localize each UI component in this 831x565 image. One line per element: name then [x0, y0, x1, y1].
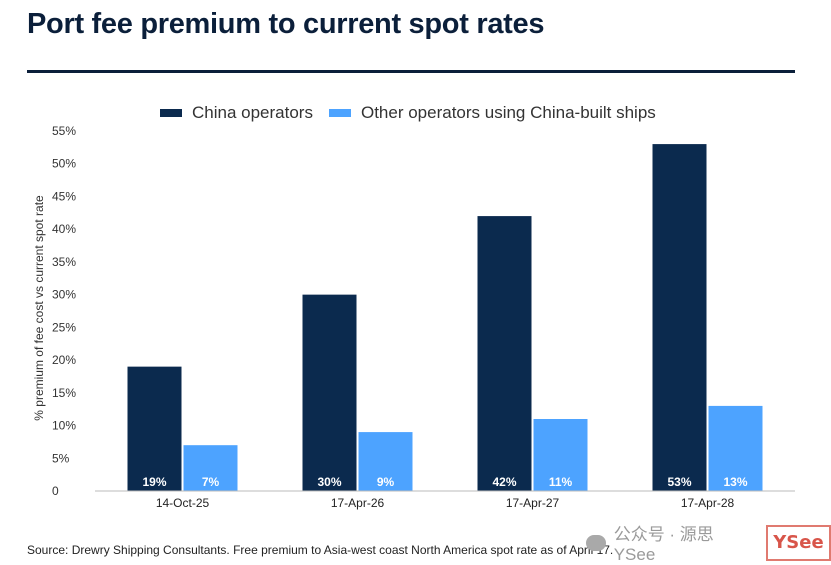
bar — [358, 432, 413, 491]
title-divider — [27, 70, 795, 73]
bar — [652, 144, 707, 491]
y-tick-label: 0 — [52, 484, 59, 498]
y-tick-label: 40% — [52, 222, 76, 236]
y-tick-label: 5% — [52, 451, 70, 465]
legend: China operators Other operators using Ch… — [160, 103, 672, 123]
y-tick-label: 15% — [52, 386, 76, 400]
y-tick-label: 50% — [52, 157, 76, 171]
y-tick-label: 10% — [52, 419, 76, 433]
y-tick-label: 30% — [52, 288, 76, 302]
chart-title: Port fee premium to current spot rates — [27, 8, 545, 40]
bar-value-label: 9% — [377, 475, 395, 489]
x-tick-label: 17-Apr-26 — [331, 496, 385, 510]
bar — [477, 216, 532, 491]
bar-value-label: 13% — [723, 475, 747, 489]
y-tick-label: 55% — [52, 124, 76, 138]
watermark: 公众号 · 源思 YSee YSee — [586, 520, 831, 565]
legend-swatch-other — [328, 109, 351, 117]
legend-swatch-china — [160, 109, 182, 117]
bar-value-label: 42% — [492, 475, 516, 489]
bar-value-label: 11% — [549, 475, 573, 489]
legend-item-china: China operators — [160, 103, 313, 123]
y-tick-label: 25% — [52, 320, 76, 334]
bar — [708, 405, 763, 491]
legend-label-china: China operators — [192, 103, 313, 122]
y-tick-label: 45% — [52, 189, 76, 203]
bar-value-label: 7% — [202, 475, 220, 489]
x-tick-label: 17-Apr-28 — [681, 496, 735, 510]
bar — [302, 294, 357, 491]
bar — [183, 445, 238, 491]
bar — [533, 419, 588, 491]
wechat-icon — [586, 534, 606, 551]
bar-value-label: 30% — [317, 475, 341, 489]
watermark-logo: YSee — [765, 524, 831, 561]
y-tick-label: 35% — [52, 255, 76, 269]
watermark-text: 公众号 · 源思 YSee — [613, 525, 714, 564]
y-tick-label: 20% — [52, 353, 76, 367]
bar-value-label: 19% — [142, 475, 166, 489]
x-tick-label: 14-Oct-25 — [156, 496, 210, 510]
legend-item-other: Other operators using China-built ships — [328, 103, 656, 123]
x-tick-label: 17-Apr-27 — [506, 496, 560, 510]
bar — [127, 366, 182, 491]
legend-label-other: Other operators using China-built ships — [360, 103, 656, 122]
source-note: Source: Drewry Shipping Consultants. Fre… — [27, 543, 614, 557]
bar-value-label: 53% — [667, 475, 691, 489]
